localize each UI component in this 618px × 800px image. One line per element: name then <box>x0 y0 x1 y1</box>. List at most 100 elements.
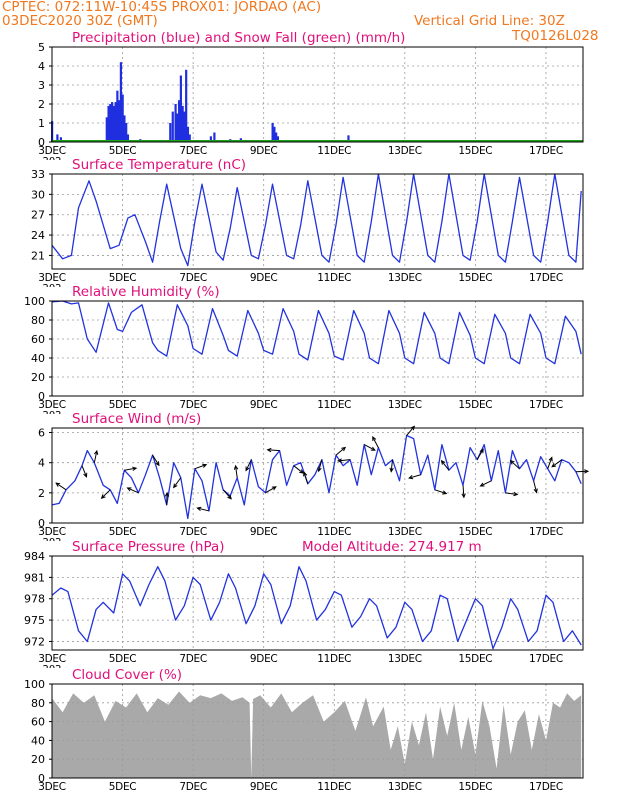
precip-bar <box>213 132 216 142</box>
precip-bar <box>105 117 108 142</box>
y-tick-label: 21 <box>31 249 45 262</box>
wind-arrow-head <box>461 493 466 499</box>
x-tick-label: 15DEC <box>458 781 492 793</box>
wind-arrow-head <box>440 459 446 465</box>
wind-arrow <box>173 477 182 488</box>
wind-arrow-head <box>442 490 448 495</box>
wind-arrow-head <box>317 467 322 473</box>
precip-bar <box>183 111 186 142</box>
y-tick-label: 40 <box>31 352 45 365</box>
wind-arrow <box>267 449 280 452</box>
x-tick-label: 7DEC <box>179 399 207 411</box>
wind-arrow <box>409 474 421 479</box>
panel-title: Surface Wind (m/s) <box>72 411 201 427</box>
x-tick-label: 7DEC <box>179 781 207 793</box>
station-header: CPTEC: 072:11W-10:45S PROX01: JORDAO (AC… <box>2 0 322 15</box>
x-year-label: 202 <box>42 537 61 548</box>
precip-bar <box>110 102 114 142</box>
precip-bar <box>56 134 59 142</box>
wind-arrow-head <box>372 435 377 442</box>
wind-arrow <box>55 482 67 491</box>
panel-title: Surface Pressure (hPa) <box>72 539 225 555</box>
y-tick-label: 2 <box>38 98 45 111</box>
wind-arrow <box>81 465 87 478</box>
x-tick-label: 13DEC <box>388 653 422 665</box>
wind-arrow <box>441 460 450 471</box>
wind-arrow-head <box>100 494 106 499</box>
x-tick-label: 15DEC <box>458 399 492 411</box>
precip-bar <box>178 100 181 142</box>
precip-bar <box>114 102 117 142</box>
wind-arrow-head <box>173 483 178 489</box>
panel-frame <box>51 173 584 270</box>
wind-arrow <box>480 480 492 487</box>
y-tick-label: 33 <box>31 168 45 181</box>
x-tick-label: 11DEC <box>317 272 351 284</box>
precip-bar <box>186 126 190 142</box>
wind-arrow-head <box>548 456 553 462</box>
y-tick-label: 0 <box>38 136 45 149</box>
wind-arrow <box>510 460 520 470</box>
wind-arrow <box>372 436 379 448</box>
y-tick-label: 984 <box>24 550 45 563</box>
x-tick-label: 13DEC <box>388 272 422 284</box>
y-tick-label: 975 <box>24 614 45 627</box>
wind-arrow-head <box>513 491 519 497</box>
y-tick-label: 0 <box>38 772 45 785</box>
wind-arrow-head <box>584 469 590 474</box>
x-tick-label: 15DEC <box>458 145 492 157</box>
wind-arrow <box>293 465 304 474</box>
wind-arrow <box>364 444 376 451</box>
x-tick-label: 17DEC <box>529 272 563 284</box>
wind-arrow <box>551 459 563 468</box>
wind-arrow <box>127 487 139 494</box>
y-tick-label: 4 <box>38 457 45 470</box>
y-tick-label: 2 <box>38 487 45 500</box>
x-tick-label: 3DEC <box>38 653 66 665</box>
y-tick-label: 80 <box>31 314 45 327</box>
x-tick-label: 11DEC <box>317 145 351 157</box>
wind-arrow <box>335 447 346 456</box>
precip-bar <box>209 136 212 142</box>
panel-subtitle: Model Altitude: 274.917 m <box>302 539 482 555</box>
precip-bar <box>116 90 119 142</box>
y-tick-label: 40 <box>31 734 45 747</box>
y-tick-label: 5 <box>38 41 45 54</box>
wind-arrow-head <box>155 461 160 467</box>
precip-bar <box>273 126 276 142</box>
panel-frame <box>51 427 584 524</box>
wind-arrow-head <box>341 446 347 452</box>
x-tick-label: 17DEC <box>529 653 563 665</box>
x-year-label: 202 <box>42 283 61 294</box>
precip-bar <box>171 111 174 142</box>
wind-arrow-head <box>132 466 138 471</box>
panel-cloud: 0 20 40 60 80 100 3DEC 5DEC 7DEC 9DEC 11DEC 13DEC 15… <box>24 667 584 793</box>
wind-arrow-head <box>533 488 538 494</box>
y-tick-label: 4 <box>38 60 45 73</box>
cloud-area <box>52 691 582 778</box>
y-tick-label: 981 <box>24 571 45 584</box>
wind-arrow-head <box>227 494 232 500</box>
wind-arrow-head <box>410 425 416 431</box>
panel-humidity: 0 20 40 60 80 100 3DEC 5DEC 7DEC 9DEC 11DEC 13DEC 15… <box>24 284 584 414</box>
wind-arrow-head <box>164 491 170 497</box>
precip-bar <box>176 113 179 142</box>
y-tick-label: 60 <box>31 716 45 729</box>
wind-arrow <box>197 507 210 512</box>
precip-bar <box>276 136 280 142</box>
x-tick-label: 11DEC <box>317 653 351 665</box>
wind-arrow-head <box>299 469 305 474</box>
x-tick-label: 5DEC <box>109 145 137 157</box>
wind-arrow-head <box>245 466 250 472</box>
precip-bar <box>174 104 177 142</box>
y-tick-label: 1 <box>38 117 45 130</box>
y-tick-label: 100 <box>24 295 45 308</box>
y-tick-label: 30 <box>31 188 45 201</box>
wind-arrow-head <box>389 467 394 473</box>
wind-arrow-head <box>271 486 277 491</box>
wind-arrow-head <box>233 464 239 470</box>
precip-bar <box>181 105 184 142</box>
panel-frame <box>51 46 584 143</box>
x-tick-label: 15DEC <box>458 272 492 284</box>
